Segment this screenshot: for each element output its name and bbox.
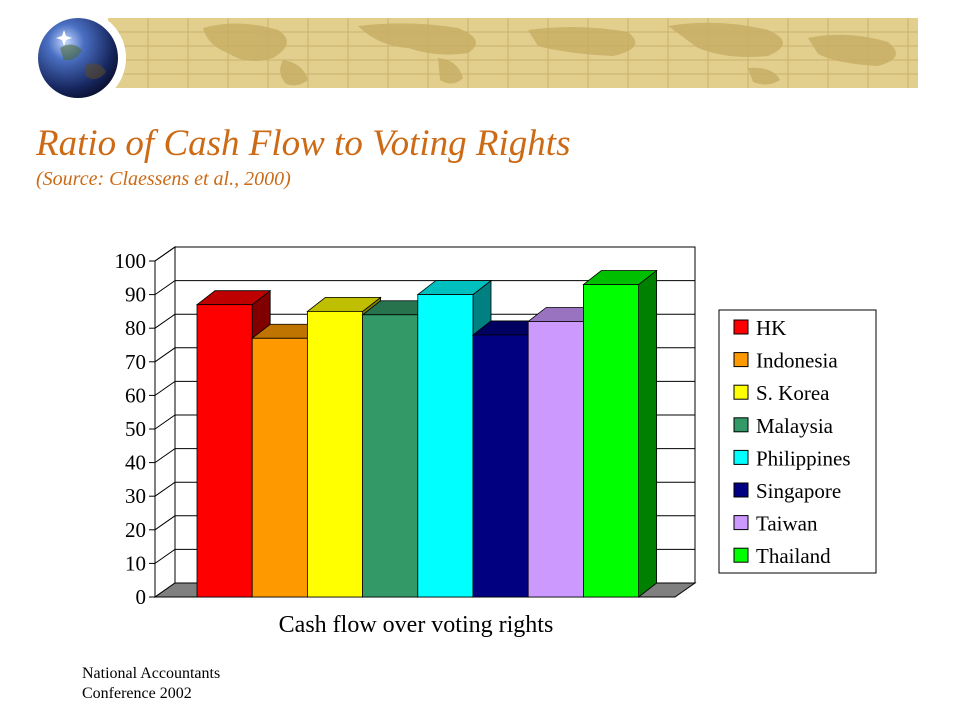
legend-swatch (733, 352, 749, 368)
legend-item: Singapore (733, 479, 841, 503)
legend-swatch (733, 319, 749, 335)
bar-front (362, 314, 419, 598)
legend-swatch (733, 417, 749, 433)
y-tick-label: 10 (125, 551, 146, 575)
legend-swatch (733, 547, 749, 563)
legend-label: Malaysia (756, 414, 834, 438)
y-tick-label: 30 (125, 484, 146, 508)
footer-line-2: Conference 2002 (82, 685, 192, 702)
bar-front (527, 321, 584, 598)
y-tick-label: 90 (125, 283, 146, 307)
footer-line-1: National Accountants (82, 665, 221, 682)
gridline (154, 280, 695, 296)
legend-label: HK (756, 316, 786, 340)
legend-item: HK (733, 316, 786, 340)
legend-item: Thailand (733, 544, 831, 568)
world-map-decoration (108, 18, 918, 88)
legend-item: Philippines (733, 446, 851, 470)
y-tick-label: 70 (125, 350, 146, 374)
slide-subtitle: (Source: Claessens et al., 2000) (36, 168, 291, 190)
y-axis-ticks: 0 10 20 30 40 50 60 70 80 90 100 (115, 249, 156, 609)
legend-item: S. Korea (733, 381, 830, 405)
globe-logo (30, 10, 126, 106)
y-tick-label: 40 (125, 451, 146, 475)
bars (195, 269, 658, 598)
legend-swatch (733, 384, 749, 400)
legend-swatch (733, 449, 749, 465)
slide-title: Ratio of Cash Flow to Voting Rights (36, 123, 571, 164)
x-axis-label: Cash flow over voting rights (279, 612, 554, 638)
header-banner (108, 18, 918, 88)
bar-front (417, 294, 474, 598)
legend-label: Singapore (756, 479, 841, 503)
gridline (154, 246, 695, 262)
legend-swatch (733, 515, 749, 531)
bar-side (638, 269, 657, 598)
y-tick-label: 20 (125, 518, 146, 542)
legend-label: Thailand (756, 544, 831, 568)
legend: HK Indonesia S. Korea Malaysia Philippines Si… (718, 309, 877, 574)
bar-thailand (582, 269, 658, 598)
gridline (154, 313, 695, 329)
legend-label: Philippines (756, 446, 851, 470)
footer: National Accountants Conference 2002 (82, 664, 220, 704)
y-tick-label: 100 (115, 249, 147, 273)
bar-front (251, 337, 308, 598)
bar-front (472, 334, 529, 598)
bar-front (306, 310, 363, 598)
legend-label: Indonesia (756, 349, 838, 373)
title-block: Ratio of Cash Flow to Voting Rights (Sou… (36, 122, 896, 192)
legend-item: Taiwan (733, 512, 818, 536)
y-tick-label: 60 (125, 383, 146, 407)
legend-item: Indonesia (733, 349, 838, 373)
bar-front (583, 284, 640, 598)
legend-label: S. Korea (756, 381, 830, 405)
y-tick-label: 80 (125, 316, 146, 340)
legend-swatch (733, 482, 749, 498)
y-tick-label: 50 (125, 417, 146, 441)
bar-front (196, 304, 253, 598)
legend-label: Taiwan (756, 512, 818, 536)
legend-item: Malaysia (733, 414, 834, 438)
y-tick-label: 0 (136, 585, 147, 609)
